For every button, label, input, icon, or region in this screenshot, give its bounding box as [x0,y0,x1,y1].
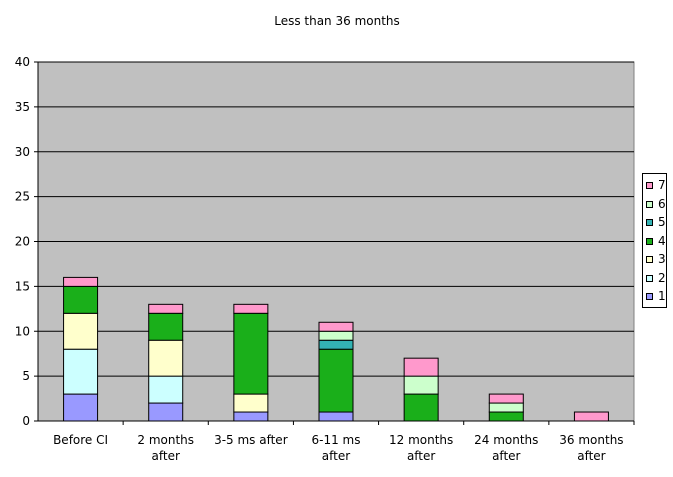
x-tick-label: after [577,449,605,463]
legend: 7 6 5 4 3 2 1 [642,173,667,308]
x-tick-label: 3-5 ms after [214,433,288,447]
y-tick-label: 10 [15,324,30,338]
legend-label: 2 [658,270,666,285]
y-tick-label: 20 [15,235,30,249]
y-tick-label: 5 [22,369,30,383]
bar-segment-1 [233,411,269,422]
bar-segment-3 [233,393,269,413]
legend-swatch [646,256,653,263]
x-tick-label: after [152,449,180,463]
legend-item-5: 5 [646,215,668,229]
bar-segment-4 [233,312,269,395]
x-tick-label: 36 months [559,433,623,447]
y-tick-label: 40 [15,55,30,69]
y-tick-label: 35 [15,100,30,114]
bar-segment-4 [403,393,439,422]
bar-segment-3 [63,312,99,350]
x-tick-label: Before CI [53,433,108,447]
bar-segment-6 [318,330,354,341]
legend-item-7: 7 [646,178,668,192]
legend-label: 6 [658,196,666,211]
bar-segment-4 [318,348,354,413]
y-tick-label: 25 [15,190,30,204]
legend-label: 7 [658,178,666,192]
legend-item-4: 4 [646,233,668,248]
bar-segment-4 [488,411,524,422]
bar-segment-1 [148,402,184,422]
legend-label: 5 [658,215,666,229]
legend-swatch [646,219,653,226]
bar-segment-7 [403,357,439,377]
y-tick-label: 15 [15,279,30,293]
legend-swatch [646,293,653,300]
bar-segment-5 [318,339,354,350]
legend-label: 4 [658,233,666,248]
bar-segment-1 [318,411,354,422]
bar-segment-7 [233,303,269,314]
x-tick-label: 6-11 ms [312,433,361,447]
x-tick-label: 12 months [389,433,453,447]
legend-item-3: 3 [646,252,668,266]
bar-segment-7 [63,276,99,287]
bar-segment-2 [63,348,99,395]
x-tick-label: after [322,449,350,463]
legend-swatch [646,182,653,189]
bar-segment-6 [488,402,524,413]
x-tick-label: 24 months [474,433,538,447]
bar-segment-4 [63,285,99,314]
y-tick-label: 0 [22,414,30,428]
x-tick-label: after [492,449,520,463]
y-tick-label: 30 [15,145,30,159]
bar-segment-2 [148,375,184,404]
legend-label: 1 [658,289,666,303]
bar-segment-7 [318,321,354,332]
bar-segment-1 [63,393,99,422]
x-tick-label: after [407,449,435,463]
bar-segment-4 [148,312,184,341]
x-tick-label: 2 months [137,433,194,447]
legend-item-6: 6 [646,196,668,211]
bar-segment-6 [403,375,439,395]
legend-swatch [646,274,653,282]
legend-swatch [646,237,653,245]
bar-segment-7 [573,411,609,422]
bar-segment-3 [148,339,184,377]
bar-segment-7 [148,303,184,314]
chart-title: Less than 36 months [274,14,400,28]
bar-segment-7 [488,393,524,404]
legend-item-1: 1 [646,289,668,303]
legend-label: 3 [658,252,666,266]
legend-swatch [646,200,653,208]
legend-item-2: 2 [646,270,668,285]
